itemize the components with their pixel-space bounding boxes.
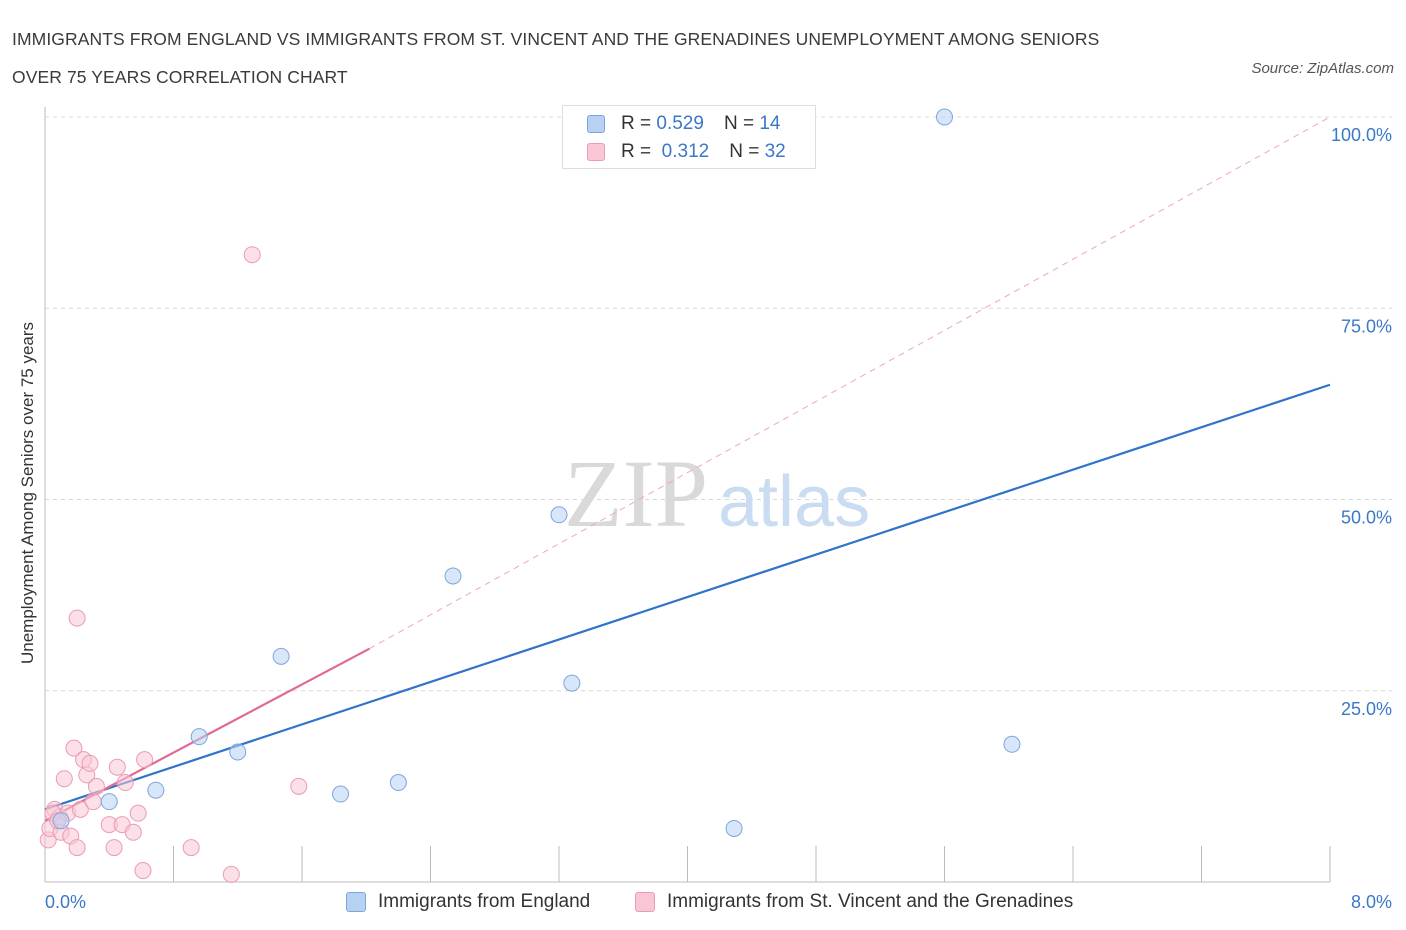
legend-england-label: Immigrants from England bbox=[378, 891, 591, 912]
svg-point bbox=[136, 751, 154, 769]
england-point bbox=[52, 812, 70, 830]
svg-trend-extension bbox=[369, 116, 1331, 650]
n-label: N = bbox=[729, 141, 760, 162]
legend-item-svg: Immigrants from St. Vincent and the Gren… bbox=[635, 888, 1073, 916]
y-tick-label: 100.0% bbox=[1331, 125, 1392, 145]
tick-labels: 25.0% 50.0% 75.0% 100.0% 0.0% 8.0% bbox=[45, 125, 1392, 912]
england-point bbox=[147, 781, 165, 799]
chart-title: IMMIGRANTS FROM ENGLAND VS IMMIGRANTS FR… bbox=[12, 20, 1212, 96]
stats-legend-row-svg: R = 0.312 N = 32 bbox=[587, 138, 786, 166]
svg-point bbox=[71, 800, 89, 818]
svg-point bbox=[134, 862, 152, 880]
data-points bbox=[39, 108, 1021, 883]
axes bbox=[44, 107, 1331, 883]
england-point bbox=[389, 774, 407, 792]
svg-point bbox=[116, 774, 134, 792]
source-label: Source: ZipAtlas.com bbox=[1251, 60, 1394, 77]
svg-point bbox=[290, 777, 308, 795]
svg-point bbox=[108, 758, 126, 776]
england-point bbox=[229, 743, 247, 761]
x-tick-label: 8.0% bbox=[1351, 892, 1392, 912]
svg-point bbox=[68, 609, 86, 627]
y-axis-label: Unemployment Among Seniors over 75 years bbox=[18, 321, 37, 665]
england-point bbox=[563, 674, 581, 692]
england-point bbox=[332, 785, 350, 803]
england-point bbox=[272, 647, 290, 665]
svg-swatch bbox=[587, 143, 605, 161]
svg-point bbox=[182, 839, 200, 857]
n-value-england: 14 bbox=[759, 113, 781, 134]
stats-legend-row-england: R = 0.529 N = 14 bbox=[587, 110, 780, 138]
svg-point bbox=[68, 839, 86, 857]
y-tick-label: 50.0% bbox=[1341, 508, 1392, 528]
chart-title-line-2: OVER 75 YEARS CORRELATION CHART bbox=[12, 67, 348, 87]
svg-point bbox=[65, 739, 83, 757]
watermark-zip: ZIP bbox=[564, 440, 708, 547]
r-value-svg: 0.312 bbox=[661, 141, 710, 162]
n-value-svg: 32 bbox=[764, 141, 786, 162]
england-point bbox=[190, 728, 208, 746]
svg-point bbox=[55, 770, 73, 788]
r-label: R = bbox=[621, 113, 652, 134]
watermark-atlas: atlas bbox=[718, 462, 870, 542]
svg-point bbox=[105, 839, 123, 857]
stats-legend: R = 0.529 N = 14 R = 0.312 N = 32 bbox=[562, 105, 816, 169]
grid-lines bbox=[45, 116, 1392, 692]
svg-point bbox=[87, 777, 105, 795]
england-point bbox=[444, 567, 462, 585]
svg-point bbox=[81, 754, 99, 772]
svg-point bbox=[243, 246, 261, 264]
r-value-england: 0.529 bbox=[656, 113, 704, 134]
england-point bbox=[550, 506, 568, 524]
england-point bbox=[100, 793, 118, 811]
y-tick-label: 75.0% bbox=[1341, 316, 1392, 336]
england-swatch bbox=[587, 115, 605, 133]
svg-point bbox=[222, 865, 240, 883]
svg-point bbox=[129, 804, 147, 822]
england-point bbox=[725, 819, 743, 837]
y-tick-label: 25.0% bbox=[1341, 699, 1392, 719]
svg-point bbox=[124, 823, 142, 841]
legend-svg-label: Immigrants from St. Vincent and the Gren… bbox=[667, 891, 1074, 912]
n-label: N = bbox=[723, 113, 755, 134]
r-label: R = bbox=[621, 141, 652, 162]
legend-svg-swatch bbox=[635, 892, 655, 912]
chart-title-line-1: IMMIGRANTS FROM ENGLAND VS IMMIGRANTS FR… bbox=[12, 29, 1100, 49]
england-point bbox=[936, 108, 953, 126]
legend-item-england: Immigrants from England bbox=[346, 888, 590, 916]
england-trend-line bbox=[44, 383, 1331, 811]
england-point bbox=[1003, 735, 1021, 753]
watermark: ZIP atlas bbox=[564, 440, 870, 547]
svg-point bbox=[84, 793, 102, 811]
legend-england-swatch bbox=[346, 892, 366, 912]
x-tick-label: 0.0% bbox=[45, 892, 86, 912]
